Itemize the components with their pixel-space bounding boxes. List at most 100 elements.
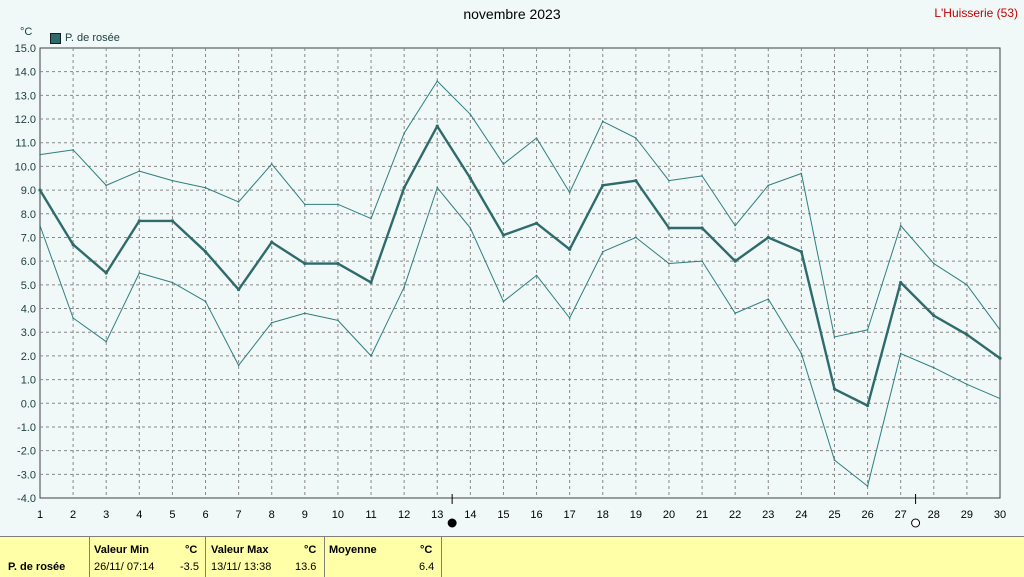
y-tick-label: 13.0 [15,90,36,102]
x-tick-label: 22 [729,509,741,521]
y-tick-label: 7.0 [21,232,36,244]
x-tick-label: 7 [236,509,242,521]
plot-area [39,47,1001,499]
series-line-min [39,187,1001,487]
point-mean [336,261,340,266]
y-axis-ticks: 15.0 14.0 13.0 12.0 11.0 10.0 9.0 8.0 7.0 6.0 5.0 4… [15,43,36,505]
point-mean [237,287,241,292]
avg-value: 6.4 [419,561,435,573]
x-tick-label: 16 [530,509,542,521]
point-min [701,260,703,262]
point-max [668,179,670,182]
point-mean [303,261,307,266]
point-max [39,153,41,156]
point-mean [534,221,539,225]
y-tick-label: 1.0 [21,375,36,387]
chart-title: novembre 2023 [463,6,561,22]
point-max [502,163,505,165]
point-min [601,250,604,253]
x-tick-label: 9 [302,509,308,521]
x-tick-label: 20 [663,509,675,521]
new-moon-icon [447,518,457,528]
point-max [966,284,968,286]
y-tick-label: 6.0 [21,256,36,268]
point-max [171,179,174,182]
y-tick-label: 11.0 [15,138,36,150]
point-mean [667,226,671,230]
max-value: 13.6 [295,561,317,573]
point-max [899,224,902,227]
legend: P. de rosée [50,32,120,44]
x-tick-label: 13 [431,509,443,521]
point-mean [38,188,42,192]
full-moon-icon [911,518,921,528]
point-min [436,186,439,189]
point-mean [203,250,208,254]
x-tick-label: 8 [269,509,275,521]
y-tick-label: 2.0 [21,351,36,363]
y-tick-label: 0.0 [21,398,36,410]
x-tick-label: 23 [762,509,774,521]
point-mean [965,332,969,337]
x-axis-ticks: 1 2 3 4 5 6 7 8 9 10 11 12 13 14 15 16 17 18 19 20 21 22 23 24 2… [37,509,1006,521]
x-tick-label: 12 [398,509,410,521]
series-line-mean [38,124,1001,407]
point-min [469,227,472,229]
point-min [370,355,372,357]
stats-row-label: P. de rosée [8,561,66,573]
point-mean [700,226,704,230]
x-tick-label: 17 [564,509,576,521]
point-max [270,163,273,165]
point-max [105,184,108,187]
point-max [138,170,141,172]
x-tick-label: 2 [70,509,76,521]
dewpoint-chart: 15.014.013.012.011.010.09.08.07.06.05.04… [15,43,1006,528]
y-tick-label: 3.0 [21,327,36,339]
stats-row-label-cell: P. de rosée [0,537,90,577]
point-min [502,300,505,303]
point-mean [71,242,75,247]
moon-markers [447,494,921,528]
y-tick-label: -3.0 [17,469,36,481]
point-max [469,113,472,116]
y-tick-label: 15.0 [15,43,36,55]
point-max [635,137,637,139]
x-tick-label: 5 [169,509,175,521]
point-mean [832,387,837,391]
x-tick-label: 24 [795,509,807,521]
x-tick-label: 25 [828,509,840,521]
point-max [535,137,538,139]
x-tick-label: 3 [103,509,109,521]
point-max [436,80,439,82]
stats-max-cell: Valeur Max °C 13/11/ 13:38 13.6 [207,537,325,577]
point-min [866,485,869,487]
point-mean [899,280,903,285]
min-header: Valeur Min [94,544,150,556]
point-max [767,184,770,187]
point-min [800,352,803,355]
point-max [800,172,803,175]
point-mean [634,179,638,183]
point-min [204,300,207,303]
x-tick-label: 29 [961,509,973,521]
point-max [568,191,571,194]
point-min [767,298,770,300]
point-min [932,366,935,369]
stats-table: P. de rosée Valeur Min °C 26/11/ 07:14 -… [0,536,1024,577]
y-tick-label: 5.0 [21,280,36,292]
y-tick-label: -4.0 [17,493,36,505]
point-max [866,329,869,331]
avg-header: Moyenne [329,544,377,556]
point-min [171,281,174,284]
station-name: L'Huisserie (53) [934,6,1018,20]
point-min [105,340,108,343]
x-tick-label: 11 [365,509,376,521]
point-max [204,186,207,189]
point-min [568,317,571,319]
point-mean [568,247,572,251]
y-tick-label: 8.0 [21,209,36,221]
point-min [833,459,836,461]
point-mean [468,176,472,180]
y-tick-label: 4.0 [21,304,36,316]
point-mean [435,124,439,128]
